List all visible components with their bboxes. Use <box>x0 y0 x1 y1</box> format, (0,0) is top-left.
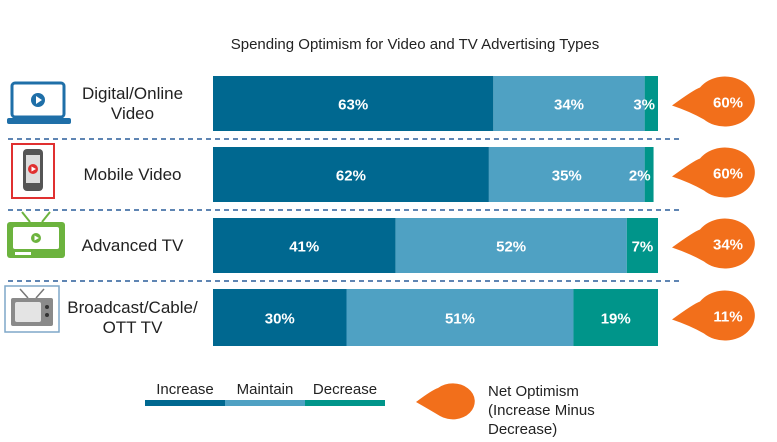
category-label-line: Mobile Video <box>83 164 182 184</box>
legend-swatch-maintain <box>225 400 305 406</box>
data-label-maintain: 35% <box>552 168 582 185</box>
legend-swatch-increase <box>145 400 225 406</box>
net-optimism-bubble: 60% <box>672 76 755 127</box>
net-optimism-label: 60% <box>713 95 743 112</box>
data-label-decrease: 2% <box>629 168 651 185</box>
bar-decrease <box>644 147 654 202</box>
bar-increase <box>213 218 396 273</box>
net-optimism-shape <box>672 147 755 198</box>
legend-label-net-optimism: Net Optimism (Increase Minus Decrease) <box>488 382 688 439</box>
net-optimism-bubble: 60% <box>672 147 755 198</box>
data-label-maintain: 51% <box>445 311 475 328</box>
category-label: Digital/Online Video <box>50 84 215 124</box>
category-label-line: Video <box>110 103 155 123</box>
bar-maintain <box>346 289 574 346</box>
legend-net-line-3: Decrease) <box>488 421 558 438</box>
net-optimism-label: 60% <box>713 166 743 183</box>
bar-increase <box>213 76 494 131</box>
bar-decrease <box>626 218 658 273</box>
data-label-decrease: 19% <box>601 311 631 328</box>
data-label-increase: 63% <box>338 97 368 114</box>
bar-maintain <box>395 218 627 273</box>
broadcast-tv-icon <box>4 285 62 340</box>
category-label: Advanced TV <box>50 236 215 256</box>
category-label-line: Broadcast/Cable/ <box>67 297 198 317</box>
bar-increase <box>213 147 489 202</box>
data-label-increase: 41% <box>289 239 319 256</box>
bar-maintain <box>488 147 645 202</box>
net-optimism-label: 11% <box>713 309 742 326</box>
chart-title: Spending Optimism for Video and TV Adver… <box>230 36 600 53</box>
data-label-increase: 62% <box>336 168 366 185</box>
mobile-video-icon <box>10 142 58 207</box>
data-label-decrease: 7% <box>632 239 654 256</box>
net-optimism-bubble: 34% <box>672 218 755 269</box>
laptop-video-icon <box>6 80 72 131</box>
category-label: Broadcast/Cable/OTT TV <box>50 298 215 338</box>
legend-label-increase: Increase <box>156 381 214 398</box>
legend-label-decrease: Decrease <box>312 381 378 398</box>
data-label-maintain: 34% <box>554 97 584 114</box>
category-label-line: OTT TV <box>102 317 163 337</box>
legend-net-line-2: (Increase Minus <box>488 402 595 419</box>
net-optimism-shape <box>672 290 755 341</box>
bar-increase <box>213 289 347 346</box>
net-optimism-label: 34% <box>713 237 743 254</box>
legend-label-maintain: Maintain <box>236 381 294 398</box>
legend-swatch-decrease <box>305 400 385 406</box>
data-label-maintain: 52% <box>496 239 526 256</box>
advanced-tv-icon <box>4 210 68 267</box>
legend-net-optimism-shape <box>416 383 475 420</box>
legend-net-line-1: Net Optimism <box>488 383 579 400</box>
category-label-line: Digital/Online <box>81 83 184 103</box>
net-optimism-shape <box>672 218 755 269</box>
data-label-decrease: 3% <box>633 97 655 114</box>
net-optimism-shape <box>672 76 755 127</box>
bar-maintain <box>493 76 645 131</box>
category-label: Mobile Video <box>50 165 215 185</box>
bar-decrease <box>644 76 658 131</box>
net-optimism-bubble: 11% <box>672 290 755 341</box>
data-label-increase: 30% <box>265 311 295 328</box>
category-label-line: Advanced TV <box>81 235 184 255</box>
bar-decrease <box>573 289 658 346</box>
legend-net-optimism-bubble <box>416 383 475 420</box>
